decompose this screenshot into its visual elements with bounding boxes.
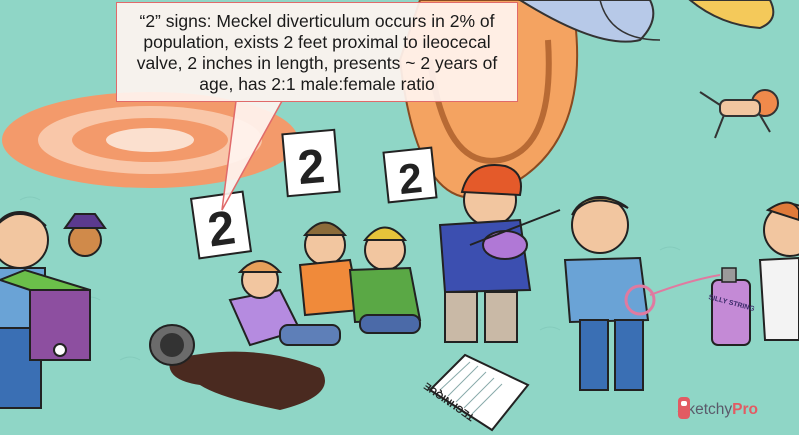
kid-sign-holder-1	[228, 260, 341, 347]
kid-belly	[563, 196, 721, 391]
silly-string-can: SILLY STRING	[708, 267, 756, 346]
spilled-pot	[149, 324, 325, 410]
brand-name-sketchy: Sketchy	[677, 401, 733, 418]
kid-right	[758, 201, 799, 341]
sign-number-2: 2	[296, 140, 327, 195]
sign-card-1: 2	[189, 190, 253, 260]
kid-left	[0, 211, 107, 409]
yellow-object	[688, 0, 775, 30]
sign-card-2: 2	[281, 128, 341, 198]
brand-name-pro: Pro	[732, 401, 758, 418]
sign-card-3: 2	[382, 146, 438, 204]
brand-watermark: Sketchy Pro	[677, 397, 758, 423]
lips-icon	[678, 397, 690, 419]
sign-number-3: 2	[396, 154, 424, 203]
fact-callout: “2” signs: Meckel diverticulum occurs in…	[116, 2, 518, 102]
target-disc	[2, 92, 298, 188]
kid-sign-holder-3	[348, 226, 422, 334]
kid-violinist	[438, 164, 561, 343]
callout-text: “2” signs: Meckel diverticulum occurs in…	[136, 11, 498, 94]
puppet-doll	[699, 89, 779, 139]
